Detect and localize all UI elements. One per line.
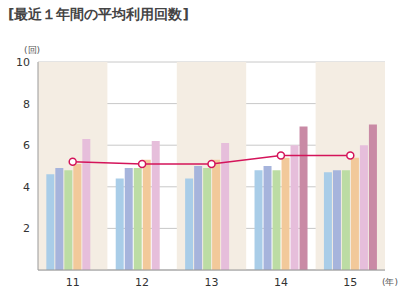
html-text:(年): (年)	[382, 277, 398, 287]
html-text:[最近１年間の平均利用回数]: [最近１年間の平均利用回数]	[8, 6, 189, 22]
svg-text:13: 13	[205, 276, 219, 289]
svg-text:2: 2	[23, 222, 30, 235]
svg-text:4: 4	[23, 181, 30, 194]
svg-text:14: 14	[274, 276, 288, 289]
svg-text:12: 12	[135, 276, 149, 289]
svg-text:11: 11	[66, 276, 80, 289]
svg-text:6: 6	[23, 139, 30, 152]
svg-text:15: 15	[343, 276, 357, 289]
svg-text:8: 8	[23, 98, 30, 111]
html-text:(回): (回)	[24, 45, 40, 55]
svg-text:10: 10	[16, 56, 30, 69]
